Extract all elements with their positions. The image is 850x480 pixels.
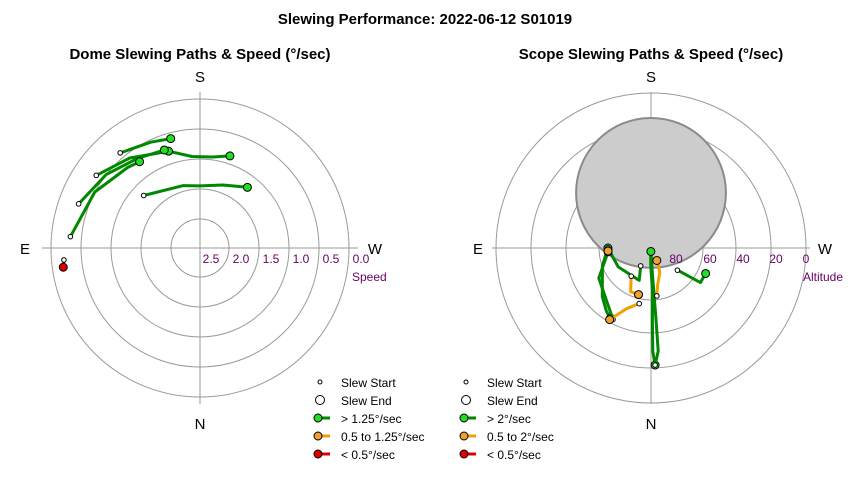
dome-dir-right: W	[368, 241, 383, 258]
scope-tick-label: 20	[769, 252, 783, 266]
scope-tick-label: 0	[803, 252, 810, 266]
slew-path	[167, 149, 232, 159]
legend-label: Slew Start	[341, 376, 396, 390]
slew-start-marker	[75, 201, 82, 207]
dome-tick-label: 2.0	[233, 252, 250, 266]
scope-radial-ticks: 80 60 40 20 0	[669, 252, 809, 266]
slew-end-marker	[701, 268, 711, 278]
dome-chart-title: Dome Slewing Paths & Speed (°/sec)	[69, 46, 330, 63]
legend-label: > 1.25°/sec	[341, 412, 402, 426]
dome-tick-label: 0.0	[353, 252, 370, 266]
dome-dir-top: S	[195, 69, 205, 86]
scope-dir-bottom: N	[646, 416, 657, 433]
slew-start-marker	[61, 257, 67, 263]
legend-label: Slew End	[487, 394, 538, 408]
slew-start-marker	[637, 263, 644, 269]
slew-start-marker	[93, 172, 100, 179]
slew-path	[608, 302, 641, 322]
slew-end-marker	[135, 157, 145, 167]
legend-marker-fast	[459, 413, 469, 423]
figure-title: Slewing Performance: 2022-06-12 S01019	[278, 11, 572, 28]
dome-tick-label: 1.0	[293, 252, 310, 266]
legend-start-marker	[317, 379, 323, 385]
slew-end-marker	[652, 255, 662, 265]
dome-dir-bottom: N	[195, 416, 206, 433]
slew-path	[606, 246, 643, 282]
scope-tick-label: 40	[736, 252, 750, 266]
scope-panel: Scope Slewing Paths & Speed (°/sec) S N …	[459, 46, 843, 462]
slew-end-marker	[159, 145, 169, 155]
scope-tick-label: 60	[703, 252, 717, 266]
legend-label: > 2°/sec	[487, 412, 531, 426]
scope-radial-axis-label: Altitude	[803, 270, 843, 284]
slew-end-marker	[58, 262, 68, 272]
dome-tick-label: 0.5	[323, 252, 340, 266]
dome-dir-left: E	[20, 241, 30, 258]
legend-label: < 0.5°/sec	[341, 448, 395, 462]
dome-radial-axis-label: Speed	[352, 270, 387, 284]
legend-start-marker	[463, 379, 469, 385]
slew-start-marker	[67, 233, 74, 240]
legend-marker-fast	[313, 413, 323, 423]
legend-label: < 0.5°/sec	[487, 448, 541, 462]
slew-start-marker	[117, 150, 123, 156]
slew-path	[649, 249, 660, 367]
scope-slews	[597, 243, 711, 370]
slew-path	[597, 250, 615, 321]
scope-dir-right: W	[818, 241, 833, 258]
slew-path	[77, 148, 166, 206]
slew-end-marker	[242, 182, 252, 192]
slew-start-marker	[654, 293, 660, 299]
dome-legend: Slew Start Slew End > 1.25°/sec 0.5 to 1.25…	[313, 376, 425, 462]
slew-end-marker	[166, 134, 176, 144]
dome-rings	[42, 92, 358, 404]
slew-path	[142, 183, 249, 197]
scope-chart-title: Scope Slewing Paths & Speed (°/sec)	[519, 46, 783, 63]
slew-end-marker	[225, 151, 235, 161]
legend-marker-medium	[313, 431, 323, 441]
slew-end-marker	[646, 246, 656, 256]
slew-end-marker	[603, 246, 613, 256]
dome-tick-label: 2.5	[203, 252, 220, 266]
slew-start-marker	[652, 362, 658, 368]
scope-tick-label: 80	[669, 252, 683, 266]
slew-start-marker	[674, 267, 681, 273]
legend-label: Slew Start	[487, 376, 542, 390]
slew-start-marker	[140, 192, 147, 199]
legend-label: Slew End	[341, 394, 392, 408]
legend-marker-medium	[459, 431, 469, 441]
slew-path	[94, 149, 170, 177]
slew-end-marker	[634, 290, 644, 300]
legend-end-marker	[315, 395, 325, 405]
dome-panel: Dome Slewing Paths & Speed (°/sec) S N E…	[20, 46, 425, 462]
slew-end-marker	[605, 315, 615, 325]
scope-dir-top: S	[646, 69, 656, 86]
legend-marker-slow	[313, 449, 323, 459]
slew-start-marker	[628, 273, 635, 280]
legend-marker-slow	[459, 449, 469, 459]
scope-dir-left: E	[473, 241, 483, 258]
legend-label: 0.5 to 2°/sec	[487, 430, 554, 444]
legend-label: 0.5 to 1.25°/sec	[341, 430, 425, 444]
dome-tick-label: 1.5	[263, 252, 280, 266]
scope-shaded-region	[575, 116, 727, 269]
scope-legend: Slew Start Slew End > 2°/sec 0.5 to 2°/sec <…	[459, 376, 554, 462]
legend-end-marker	[461, 395, 471, 405]
slew-start-marker	[636, 300, 642, 307]
dome-radial-ticks: 2.5 2.0 1.5 1.0 0.5 0.0	[203, 252, 370, 266]
slew-path	[655, 259, 662, 298]
dome-slews	[58, 134, 252, 272]
slew-path	[68, 160, 142, 239]
slew-path	[118, 137, 173, 155]
